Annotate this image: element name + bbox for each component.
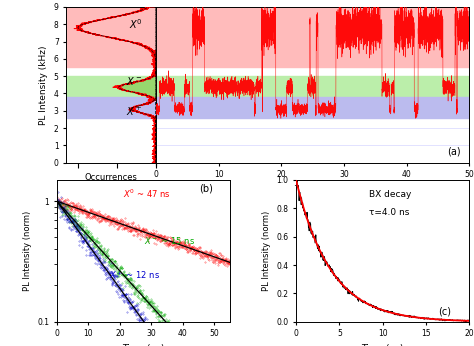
Bar	[66, 7, 156, 67]
X-axis label: Occurrences: Occurrences	[85, 173, 137, 182]
X-axis label: Time (ns): Time (ns)	[362, 344, 404, 346]
Text: $X^+$ ~ 12 ns: $X^+$ ~ 12 ns	[109, 270, 160, 281]
Text: $X^0$ ~ 47 ns: $X^0$ ~ 47 ns	[123, 188, 170, 200]
Text: (a): (a)	[447, 147, 461, 157]
X-axis label: Time (ns): Time (ns)	[122, 344, 164, 346]
Bar	[66, 76, 156, 97]
Text: (b): (b)	[199, 183, 213, 193]
Y-axis label: PL Intensity (norm): PL Intensity (norm)	[23, 211, 32, 291]
Bar	[66, 97, 156, 118]
Text: BX decay: BX decay	[369, 190, 411, 199]
Text: $X^+$: $X^+$	[127, 105, 143, 118]
Bar	[156, 76, 469, 97]
Y-axis label: PL Intensity (kHz): PL Intensity (kHz)	[39, 45, 48, 125]
Bar	[156, 97, 469, 118]
Y-axis label: PL Intensity (norm): PL Intensity (norm)	[262, 211, 271, 291]
Text: $X^0$: $X^0$	[129, 17, 143, 31]
Text: $X^-$: $X^-$	[126, 75, 143, 87]
Text: τ=4.0 ns: τ=4.0 ns	[369, 208, 409, 217]
Text: $X^-$ ~ 15 ns: $X^-$ ~ 15 ns	[144, 235, 195, 246]
Bar	[156, 7, 469, 67]
X-axis label: Time (s): Time (s)	[294, 185, 331, 194]
Text: (c): (c)	[438, 307, 451, 317]
